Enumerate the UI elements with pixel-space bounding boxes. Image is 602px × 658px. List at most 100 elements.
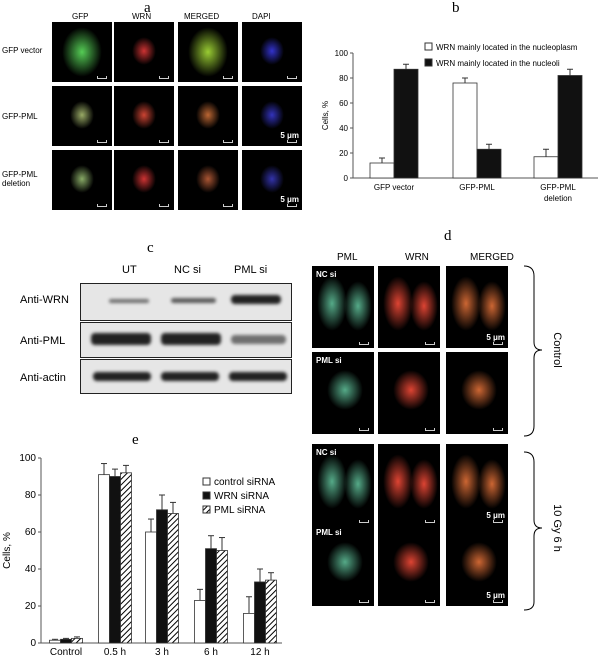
group-control: Control	[551, 332, 563, 367]
legend-swatch	[202, 491, 211, 500]
y-tick-label: 80	[339, 74, 348, 83]
col-pml: PML	[337, 252, 358, 263]
image-a-r2-c3: 5 μm	[242, 150, 302, 210]
panel-a-label: a	[144, 0, 151, 16]
col-wrn-d: WRN	[405, 252, 429, 263]
y-tick-label: 40	[339, 124, 348, 133]
bar	[49, 639, 61, 644]
row-gfp-vector: GFP vector	[2, 46, 43, 55]
scale-bar: 5 μm	[486, 591, 505, 600]
col-gfp: GFP	[72, 12, 89, 21]
lane-ut: UT	[122, 264, 137, 276]
scale-bar: 5 μm	[486, 511, 505, 520]
image-a-r0-c3	[242, 22, 302, 82]
y-tick-label: 60	[339, 99, 348, 108]
bar	[205, 548, 217, 644]
group-brackets: Control 10 Gy 6 h	[523, 265, 563, 611]
image-a-r1-c0	[52, 86, 112, 146]
image-a-r2-c1	[114, 150, 174, 210]
blot-actin	[80, 359, 292, 394]
legend-swatch	[202, 505, 211, 514]
image-d-r3-c2: 5 μm	[446, 524, 508, 606]
image-a-r2-c2	[178, 150, 238, 210]
bar	[243, 613, 255, 644]
col-merged-d: MERGED	[470, 252, 514, 263]
chart-e: 0 20 40 60 80 100 Cells, % Control 0.5 h 3 h 6 h 12…	[2, 453, 282, 658]
image-d-r2-c1	[378, 444, 440, 526]
image-d-r1-c0: PML si	[312, 352, 374, 434]
y-tick-label: 60	[25, 527, 37, 538]
x-tick-label: 12 h	[250, 647, 269, 658]
image-a-r0-c2	[178, 22, 238, 82]
image-d-r0-c2: 5 μm	[446, 266, 508, 348]
bar	[216, 550, 228, 644]
y-tick-label: 0	[344, 174, 349, 183]
image-d-r3-c0: PML si	[312, 524, 374, 606]
bar	[265, 579, 277, 644]
image-a-r1-c1	[114, 86, 174, 146]
bar	[254, 581, 266, 644]
image-a-r0-c1	[114, 22, 174, 82]
bar	[145, 531, 157, 644]
bar	[109, 476, 121, 644]
y-axis-label: Cells, %	[321, 101, 330, 130]
y-tick-label: 80	[25, 490, 37, 501]
legend-label: PML siRNA	[214, 505, 266, 516]
legend-label: WRN mainly located in the nucleoli	[436, 59, 560, 68]
x-tick-label: Control	[50, 647, 82, 658]
row-tag: PML si	[316, 528, 342, 537]
x-tick-label: GFP-PML	[540, 183, 576, 192]
image-d-r2-c2: 5 μm	[446, 444, 508, 526]
x-tick-label: deletion	[544, 194, 572, 203]
legend-label: control siRNA	[214, 477, 275, 488]
image-d-r1-c1	[378, 352, 440, 434]
scale-bar: 5 μm	[280, 195, 299, 204]
bar	[452, 82, 478, 179]
lane-pml-si: PML si	[234, 264, 268, 276]
scale-bar: 5 μm	[280, 131, 299, 140]
y-tick-label: 0	[30, 638, 36, 649]
x-tick-label: GFP vector	[374, 183, 415, 192]
scale-bar: 5 μm	[486, 333, 505, 342]
panel-c-label: c	[147, 240, 154, 256]
col-wrn: WRN	[132, 12, 152, 21]
bar	[156, 509, 168, 644]
bar	[167, 513, 179, 644]
panel-d-label: d	[444, 228, 452, 244]
row-tag: NC si	[316, 270, 337, 279]
row-anti-pml: Anti-PML	[20, 335, 66, 347]
blot-wrn	[80, 283, 292, 321]
y-tick-label: 40	[25, 564, 37, 575]
x-tick-label: 0.5 h	[104, 647, 126, 658]
legend-label: WRN mainly located in the nucleoplasm	[436, 43, 578, 52]
panel-e-label: e	[132, 432, 139, 448]
x-tick-label: GFP-PML	[459, 183, 495, 192]
legend-swatch	[202, 477, 211, 486]
row-anti-actin: Anti-actin	[20, 372, 66, 384]
image-d-r3-c1	[378, 524, 440, 606]
row-anti-wrn: Anti-WRN	[20, 294, 69, 306]
x-tick-label: 3 h	[155, 647, 169, 658]
y-tick-label: 20	[25, 601, 37, 612]
image-a-r0-c0	[52, 22, 112, 82]
lane-nc-si: NC si	[174, 264, 201, 276]
legend-label: WRN siRNA	[214, 491, 269, 502]
y-tick-label: 100	[19, 453, 36, 464]
image-a-r2-c0	[52, 150, 112, 210]
row-gfp-pml: GFP-PML	[2, 112, 38, 121]
bar	[98, 474, 110, 644]
panel-b-label: b	[452, 0, 460, 16]
legend-swatch	[424, 42, 433, 51]
bar	[60, 638, 72, 644]
row-tag: PML si	[316, 356, 342, 365]
y-axis-label: Cells, %	[2, 532, 13, 569]
image-d-r0-c0: NC si	[312, 266, 374, 348]
bar	[557, 75, 583, 179]
group-10gy: 10 Gy 6 h	[551, 504, 563, 552]
col-dapi: DAPI	[252, 12, 271, 21]
col-merged: MERGED	[184, 12, 220, 21]
y-tick-label: 100	[335, 49, 349, 58]
bar	[533, 156, 559, 179]
row-tag: NC si	[316, 448, 337, 457]
image-d-r0-c1	[378, 266, 440, 348]
